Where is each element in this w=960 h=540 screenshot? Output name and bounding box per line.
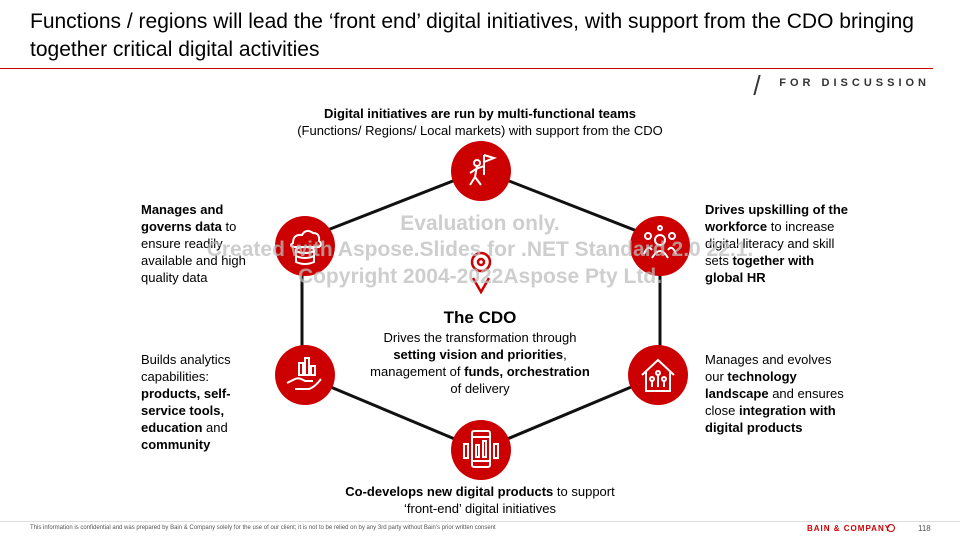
right-lower-text-1: Manages and evolves our xyxy=(705,352,832,384)
analytics-hand-icon xyxy=(275,345,335,405)
bottom-description: Co-develops new digital products to supp… xyxy=(345,483,615,517)
left-lower-text-1: Builds analytics capabilities: xyxy=(141,352,231,384)
cdo-text-1: Drives the transformation through xyxy=(383,330,577,345)
page-title: Functions / regions will lead the ‘front… xyxy=(30,10,914,61)
brand-logo: BAIN & COMPANY xyxy=(807,524,892,533)
mobile-app-icon xyxy=(451,420,511,480)
cdo-hub-icon xyxy=(451,240,511,300)
cdo-text-3: of delivery xyxy=(450,381,510,396)
footer-disclaimer: This information is confidential and was… xyxy=(30,525,496,531)
watermark-line-3: Copyright 2004-2022Aspose Pty Ltd. xyxy=(297,265,663,288)
right-lower-text-2: and ensures close xyxy=(705,386,844,418)
title-divider xyxy=(0,68,933,69)
footer-divider xyxy=(0,521,960,522)
left-lower-bold-1: products, self-service tools, education xyxy=(141,386,231,435)
left-lower-text-2: and xyxy=(202,420,228,435)
right-upper-description: Drives upskilling of the workforce to in… xyxy=(705,201,850,286)
right-upper-text: to increase digital literacy and skill s… xyxy=(705,219,835,268)
right-lower-bold-2: integration with digital products xyxy=(705,403,836,435)
left-upper-description: Manages and governs data to ensure readi… xyxy=(141,201,266,286)
right-upper-bold-2: together with global HR xyxy=(705,253,815,285)
bottom-text: to support ‘front-end’ digital initiativ… xyxy=(404,484,615,516)
right-upper-bold-1: Drives upskilling of the workforce xyxy=(705,202,849,234)
top-normal: (Functions/ Regions/ Local markets) with… xyxy=(297,123,663,138)
database-cloud-icon xyxy=(275,216,335,276)
cdo-bold-2: funds, orchestration xyxy=(464,364,590,379)
discussion-tag: FOR DISCUSSION xyxy=(779,77,930,89)
right-lower-bold-1: technology landscape xyxy=(705,369,797,401)
cdo-description: Drives the transformation through settin… xyxy=(370,329,590,397)
brand-logo-icon xyxy=(887,524,895,532)
watermark-line-2: Created with Aspose.Slides for .NET Stan… xyxy=(206,238,754,261)
top-description: Digital initiatives are run by multi-fun… xyxy=(290,105,670,139)
top-bold: Digital initiatives are run by multi-fun… xyxy=(323,106,637,121)
right-lower-description: Manages and evolves our technology lands… xyxy=(705,351,850,436)
watermark-line-1: Evaluation only. xyxy=(400,212,560,235)
smart-home-icon xyxy=(628,345,688,405)
flag-person-icon xyxy=(451,141,511,201)
left-lower-description: Builds analytics capabilities: products,… xyxy=(141,351,251,453)
bottom-bold: Co-develops new digital products xyxy=(345,484,554,499)
left-lower-bold-2: community xyxy=(141,437,211,452)
page-number: 118 xyxy=(918,524,931,533)
cdo-title: The CDO xyxy=(443,308,517,327)
left-upper-bold: Manages and governs data xyxy=(141,202,224,234)
left-upper-text: to ensure readily available and high qua… xyxy=(141,219,246,285)
cdo-text-2: , management of xyxy=(370,347,567,379)
cdo-bold-1: setting vision and priorities xyxy=(393,347,564,362)
people-skills-icon xyxy=(630,216,690,276)
